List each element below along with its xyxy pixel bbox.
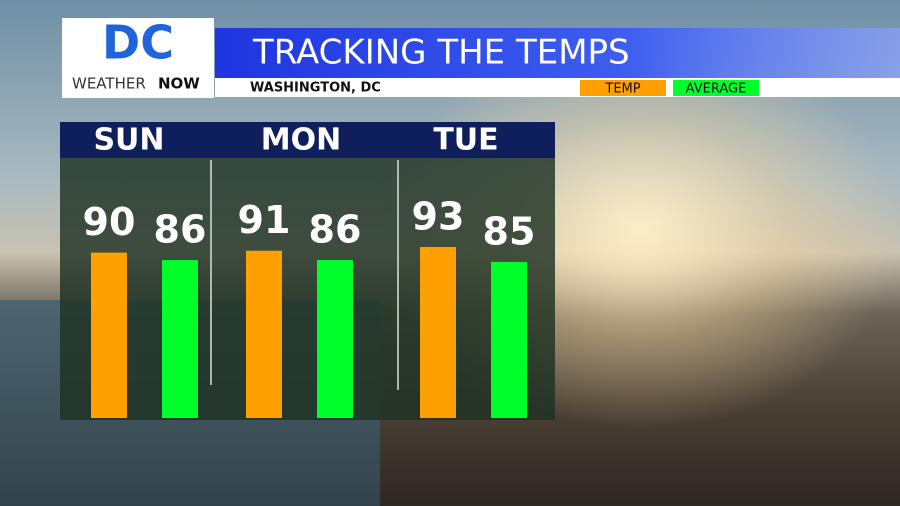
legend-swatch: [580, 80, 666, 96]
chart-subtitle: WASHINGTON, DC: [250, 81, 381, 96]
bar: [317, 260, 353, 418]
category-label: MON: [261, 123, 341, 158]
header-band: [60, 122, 555, 158]
chart-title: TRACKING THE TEMPS: [252, 33, 630, 73]
legend-label: TEMP: [604, 82, 640, 97]
bar: [162, 260, 198, 418]
legend-label: AVERAGE: [686, 82, 747, 97]
value-label: 86: [154, 208, 207, 252]
bar: [246, 250, 282, 418]
chart-panel: [60, 122, 555, 420]
logo-word: WEATHER: [72, 75, 146, 93]
bar: [420, 247, 456, 418]
bar: [491, 261, 527, 418]
legend-swatch: [673, 80, 759, 96]
value-label: 86: [309, 208, 362, 252]
bar: [91, 252, 127, 418]
category-label: TUE: [433, 123, 498, 158]
logo-word: NOW: [158, 75, 200, 93]
logo-mark: DC: [102, 16, 174, 70]
value-label: 90: [83, 200, 136, 244]
value-label: 85: [483, 209, 536, 253]
category-label: SUN: [93, 123, 164, 158]
logo-box: [62, 18, 214, 98]
title-bar: [215, 28, 900, 78]
value-label: 93: [412, 195, 465, 239]
value-label: 91: [238, 198, 291, 242]
